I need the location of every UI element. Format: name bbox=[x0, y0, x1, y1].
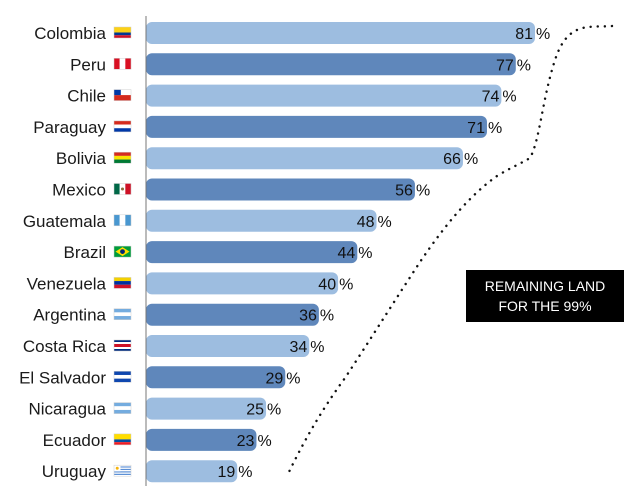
bars-group: Colombia 81 % Peru 77 % Chile 74 % Paraguay 71 % Bol… bbox=[19, 22, 550, 483]
data-label: 74 bbox=[482, 89, 500, 106]
remaining-land-label: REMAINING LAND FOR THE 99% bbox=[466, 270, 624, 322]
data-label: 40 bbox=[318, 276, 336, 293]
category-label: Guatemala bbox=[23, 212, 107, 231]
bar-bolivia bbox=[146, 147, 463, 170]
category-label: El Salvador bbox=[19, 368, 106, 387]
category-label: Costa Rica bbox=[23, 337, 107, 356]
data-label-unit: % bbox=[416, 183, 430, 200]
category-label: Venezuela bbox=[27, 274, 107, 293]
flag-colombia-icon bbox=[113, 26, 132, 39]
data-label-unit: % bbox=[517, 57, 531, 74]
bar-uruguay bbox=[146, 460, 238, 483]
flag-brazil-icon bbox=[113, 245, 132, 258]
data-label-unit: % bbox=[267, 402, 281, 419]
flag-guatemala-icon bbox=[113, 214, 132, 227]
bar-guatemala bbox=[146, 209, 377, 232]
category-label: Colombia bbox=[34, 24, 106, 43]
flag-chile-icon bbox=[113, 89, 132, 101]
data-label: 77 bbox=[496, 57, 514, 74]
bar-colombia bbox=[146, 22, 535, 44]
category-label: Nicaragua bbox=[29, 400, 107, 419]
data-label-unit: % bbox=[320, 308, 334, 325]
flag-costa-rica-icon bbox=[113, 339, 132, 352]
data-label-unit: % bbox=[238, 464, 252, 481]
remaining-land-label-line2: FOR THE 99% bbox=[498, 298, 592, 314]
category-label: Chile bbox=[67, 87, 106, 106]
category-label: Paraguay bbox=[33, 118, 106, 137]
remaining-land-dotted-line bbox=[286, 24, 614, 476]
bar-chile bbox=[146, 84, 502, 107]
flag-argentina-icon bbox=[113, 308, 132, 320]
data-label: 29 bbox=[265, 370, 283, 387]
bar-argentina bbox=[146, 303, 319, 326]
data-label-unit: % bbox=[257, 433, 271, 450]
data-label-unit: % bbox=[339, 276, 353, 293]
data-label: 66 bbox=[443, 151, 461, 168]
bar-costa-rica bbox=[146, 335, 310, 357]
flag-peru-icon bbox=[113, 58, 132, 70]
category-label: Ecuador bbox=[43, 431, 107, 450]
flag-uruguay-icon bbox=[113, 464, 132, 477]
data-label-unit: % bbox=[502, 89, 516, 106]
bar-venezuela bbox=[146, 272, 339, 295]
category-label: Mexico bbox=[52, 181, 106, 200]
data-label: 25 bbox=[246, 402, 264, 419]
category-label: Brazil bbox=[63, 243, 106, 262]
data-label: 48 bbox=[357, 214, 375, 231]
data-label: 71 bbox=[467, 120, 485, 137]
bar-ecuador bbox=[146, 428, 257, 451]
data-label: 19 bbox=[217, 464, 235, 481]
data-label-unit: % bbox=[488, 120, 502, 137]
category-label: Uruguay bbox=[42, 462, 107, 481]
data-label-unit: % bbox=[536, 26, 550, 43]
flag-mexico-icon bbox=[113, 183, 132, 195]
flag-bolivia-icon bbox=[113, 151, 132, 164]
category-label: Argentina bbox=[33, 306, 106, 325]
data-label: 56 bbox=[395, 183, 413, 200]
data-label-unit: % bbox=[286, 370, 300, 387]
flag-venezuela-icon bbox=[113, 277, 132, 289]
flag-el-salvador-icon bbox=[113, 371, 132, 383]
flag-ecuador-icon bbox=[113, 433, 132, 446]
data-label: 44 bbox=[338, 245, 356, 262]
data-label-unit: % bbox=[358, 245, 372, 262]
flag-nicaragua-icon bbox=[113, 402, 132, 414]
bar-el-salvador bbox=[146, 366, 286, 389]
data-label-unit: % bbox=[378, 214, 392, 231]
category-label: Peru bbox=[70, 55, 106, 74]
bar-brazil bbox=[146, 241, 358, 264]
data-label: 81 bbox=[515, 26, 533, 43]
bar-peru bbox=[146, 53, 516, 76]
flag-paraguay-icon bbox=[113, 120, 132, 133]
category-label: Bolivia bbox=[56, 149, 107, 168]
data-label: 23 bbox=[237, 433, 255, 450]
data-label: 34 bbox=[289, 339, 307, 356]
bar-paraguay bbox=[146, 115, 487, 138]
data-label: 36 bbox=[299, 308, 317, 325]
bar-mexico bbox=[146, 178, 415, 201]
data-label-unit: % bbox=[310, 339, 324, 356]
bar-nicaragua bbox=[146, 397, 267, 420]
remaining-land-label-line1: REMAINING LAND bbox=[484, 278, 606, 294]
data-label-unit: % bbox=[464, 151, 478, 168]
